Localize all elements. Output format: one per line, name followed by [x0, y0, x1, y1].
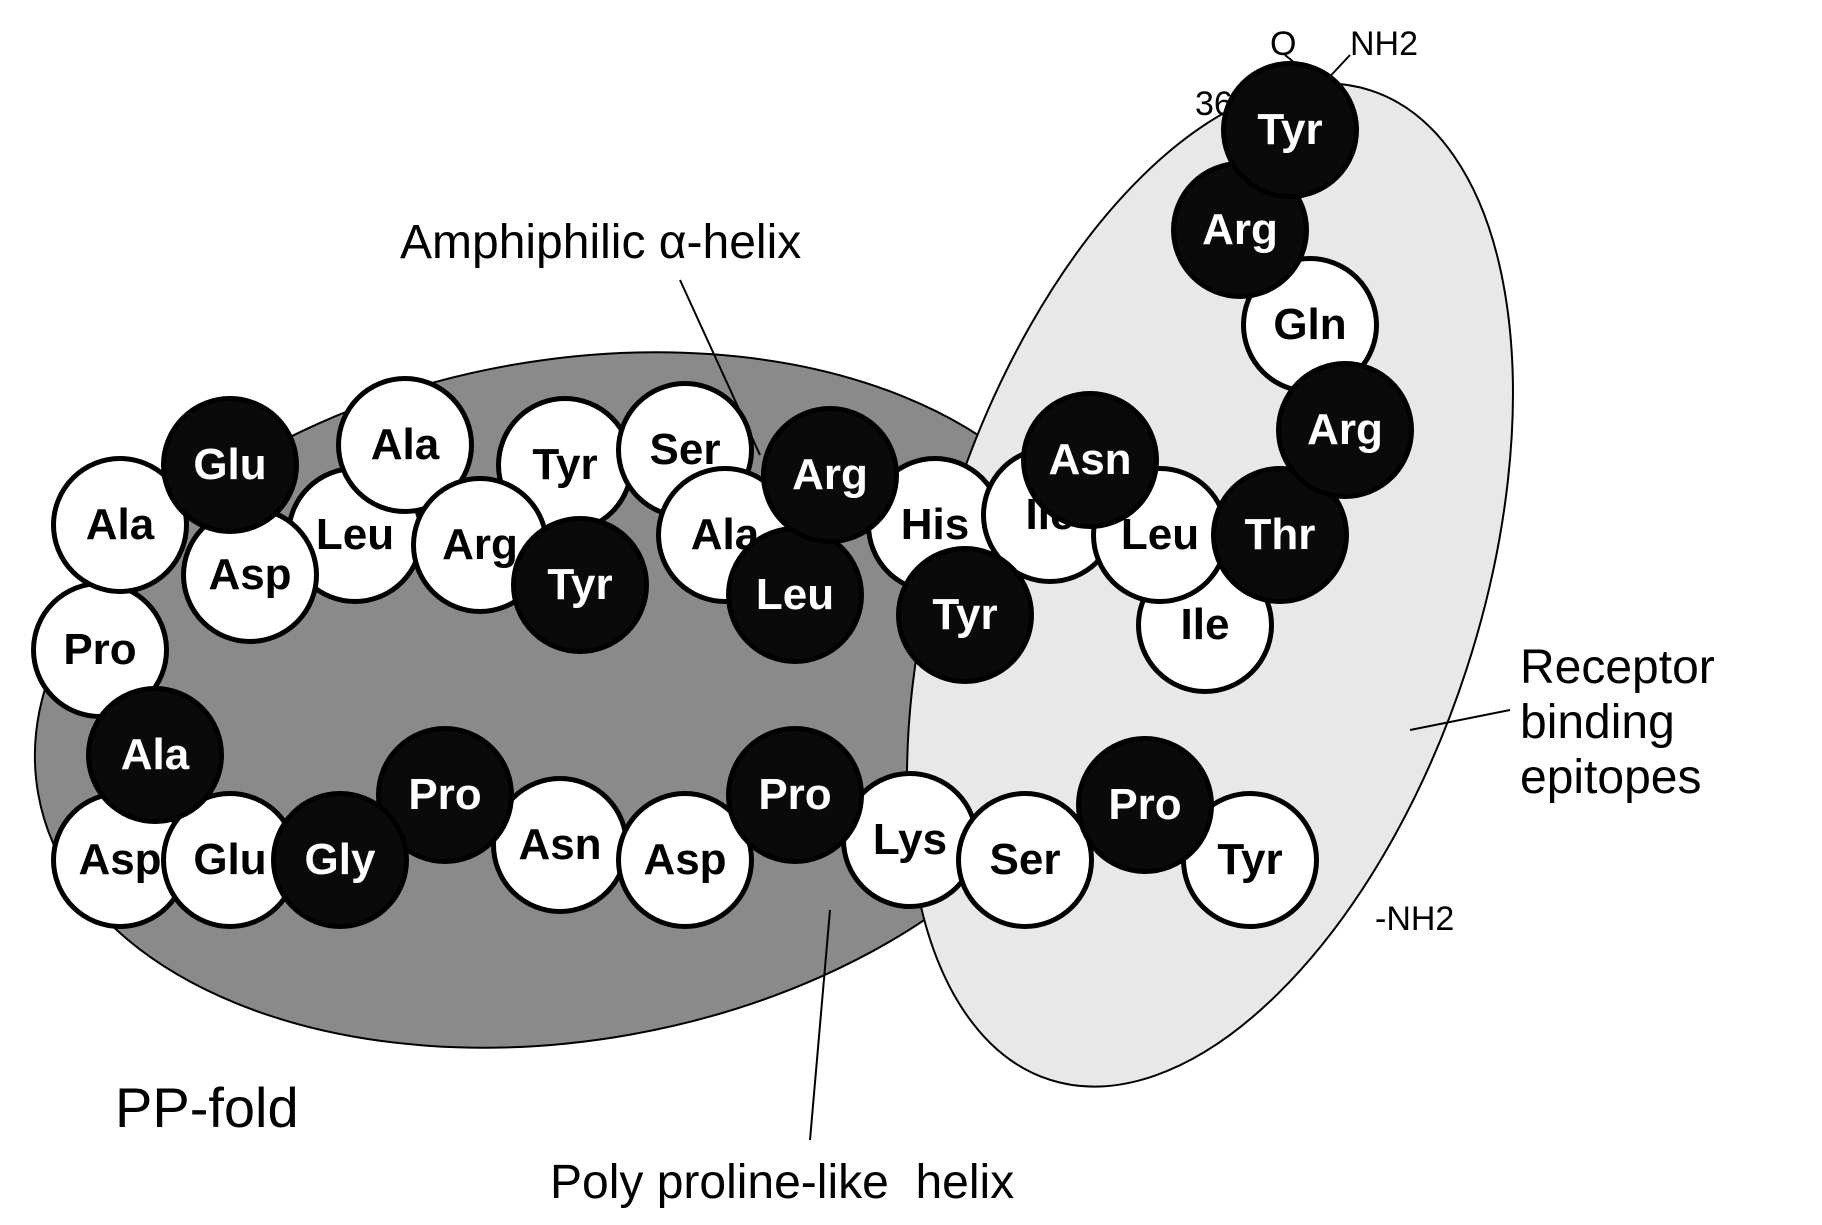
residue-arg-32: Arg: [1276, 361, 1414, 499]
residue-label: Tyr: [1257, 105, 1322, 155]
residue-label: Leu: [1121, 510, 1199, 560]
residue-label: Tyr: [932, 590, 997, 640]
residue-asn-28: Asn: [1021, 391, 1159, 529]
residue-tyr-26: Tyr: [896, 546, 1034, 684]
c-terminal-oxygen-label: O: [1270, 25, 1296, 64]
residue-label: Lys: [873, 815, 947, 865]
residue-label: Asn: [518, 820, 601, 870]
residue-label: Thr: [1245, 510, 1316, 560]
residue-label: Pro: [1108, 780, 1181, 830]
residue-label: Asn: [1048, 435, 1131, 485]
receptor-binding-epitopes-label: Receptor binding epitopes: [1520, 640, 1715, 806]
residue-label: Pro: [758, 770, 831, 820]
poly-proline-helix-label: Poly proline-like helix: [550, 1155, 1014, 1210]
residue-label: Glu: [193, 835, 266, 885]
residue-leu-23: Leu: [726, 526, 864, 664]
residue-ala-11: Ala: [86, 686, 224, 824]
residue-glu-14: Glu: [161, 396, 299, 534]
residue-label: Leu: [756, 570, 834, 620]
residue-label: Tyr: [532, 440, 597, 490]
residue-label: Gln: [1273, 300, 1346, 350]
amphiphilic-helix-label: Amphiphilic α-helix: [400, 215, 801, 270]
residue-label: Tyr: [1217, 835, 1282, 885]
residue-label: Asp: [208, 550, 291, 600]
residue-label: Glu: [193, 440, 266, 490]
residue-label: His: [901, 500, 969, 550]
residue-label: Gly: [305, 835, 376, 885]
pp-fold-label: PP-fold: [115, 1075, 299, 1140]
residue-arg-24: Arg: [761, 406, 899, 544]
residue-ser-2: Ser: [956, 791, 1094, 929]
residue-label: Pro: [408, 770, 481, 820]
residue-label: Asp: [643, 835, 726, 885]
diagram-stage: Tyr Pro Ser Lys Pro Asp Asn Pro Gly Glu Asp Ala Pro A…: [0, 0, 1822, 1225]
residue-pro-1: Pro: [1076, 736, 1214, 874]
residue-label: Ala: [121, 730, 189, 780]
residue-tyr-20: Tyr: [511, 516, 649, 654]
residue-tyr-35: Tyr: [1221, 61, 1359, 199]
residue-label: Leu: [316, 510, 394, 560]
residue-label: Asp: [78, 835, 161, 885]
residue-label: Ser: [990, 835, 1061, 885]
n-terminal-nh2-label: -NH2: [1375, 900, 1454, 939]
residue-label: Arg: [442, 520, 518, 570]
residue-label: Arg: [1202, 205, 1278, 255]
residue-gly-8: Gly: [271, 791, 409, 929]
c-terminal-nh2-label: NH2: [1350, 25, 1418, 64]
residue-label: Tyr: [547, 560, 612, 610]
residue-label: Ala: [86, 500, 154, 550]
residue-pro-4: Pro: [726, 726, 864, 864]
residue-label: Arg: [792, 450, 868, 500]
residue-label: Ile: [1181, 600, 1230, 650]
residue-label: Arg: [1307, 405, 1383, 455]
residue-label: Ala: [371, 420, 439, 470]
residue-label: Pro: [63, 625, 136, 675]
